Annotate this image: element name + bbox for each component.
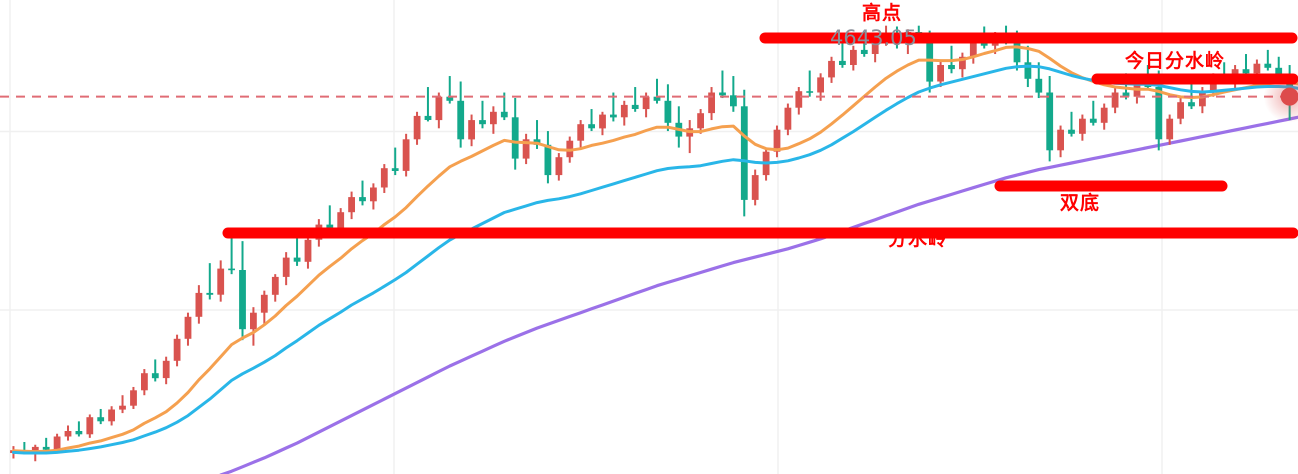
annotation-lines xyxy=(222,32,1298,239)
ma-long-line xyxy=(219,115,1298,474)
annotation-label-double-bottom: 双底 xyxy=(1060,192,1101,214)
annotation-label-watershed: 分水岭 xyxy=(888,228,949,250)
high-price-value: 4643.05 xyxy=(830,26,917,50)
candlestick-series xyxy=(10,25,1294,462)
annotation-label-today-watershed: 今日分水岭 xyxy=(1125,50,1226,72)
annotation-label-high: 高点 xyxy=(862,2,903,24)
ma-short-line xyxy=(12,45,1298,454)
ma-mid-line xyxy=(12,64,1298,455)
